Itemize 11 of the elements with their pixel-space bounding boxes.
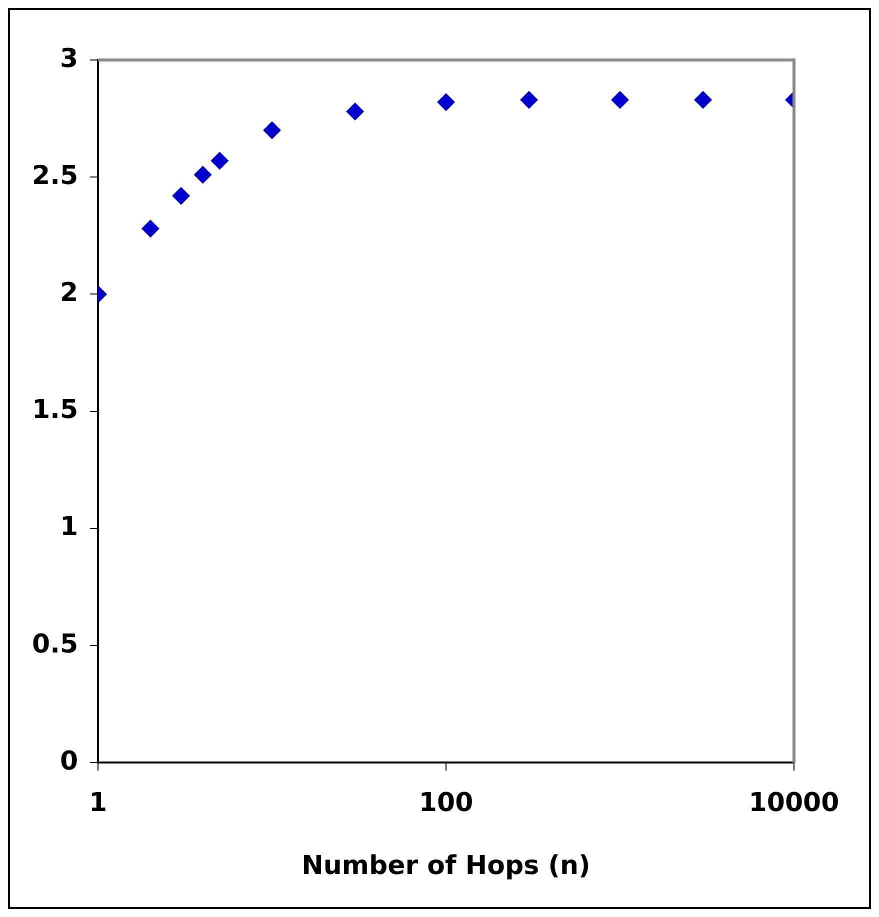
y-tick-label: 3 [60, 44, 78, 74]
x-tick-label: 10000 [748, 788, 840, 818]
y-tick-label: 1.5 [32, 395, 78, 426]
y-tick-label: 0 [60, 746, 78, 776]
y-tick-label: 2.5 [32, 160, 78, 191]
x-axis-title: Number of Hops (n) [302, 851, 590, 882]
y-tick-label: 2 [60, 278, 78, 308]
y-tick-label: 1 [60, 512, 78, 542]
x-tick-label: 100 [418, 788, 474, 818]
y-tick-label: 0.5 [32, 629, 78, 660]
x-tick-label: 1 [89, 788, 108, 818]
